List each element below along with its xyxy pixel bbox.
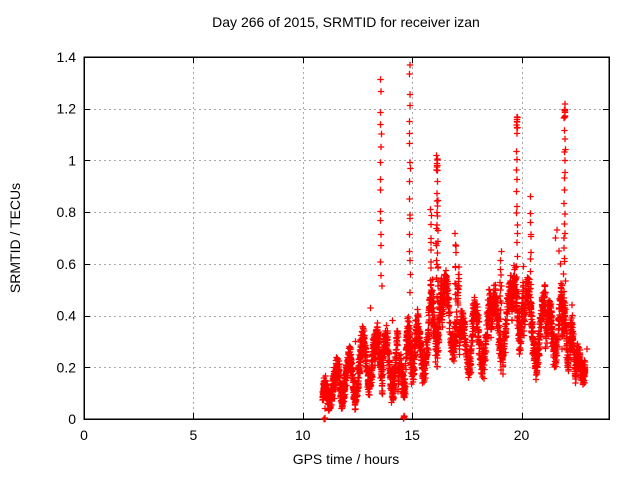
y-tick-label: 0.2 bbox=[57, 359, 77, 375]
x-tick-label: 15 bbox=[404, 427, 420, 443]
x-axis-label: GPS time / hours bbox=[293, 451, 400, 467]
x-tick-label: 20 bbox=[514, 427, 530, 443]
y-tick-label: 0.4 bbox=[57, 308, 77, 324]
y-tick-labels: 0 0.2 0.4 0.6 0.8 1 1.2 1.4 bbox=[57, 49, 77, 427]
plot-border bbox=[83, 56, 610, 420]
x-tick-label: 0 bbox=[80, 427, 88, 443]
y-tick-label: 1 bbox=[68, 152, 76, 168]
x-tick-label: 5 bbox=[189, 427, 197, 443]
y-axis-label: SRMTID / TECUs bbox=[7, 183, 23, 293]
chart-title: Day 266 of 2015, SRMTID for receiver iza… bbox=[212, 14, 480, 30]
gridlines bbox=[84, 57, 609, 419]
y-tick-label: 0 bbox=[68, 411, 76, 427]
y-tick-label: 1.4 bbox=[57, 49, 77, 65]
y-tick-label: 1.2 bbox=[57, 101, 77, 117]
x-tick-label: 10 bbox=[295, 427, 311, 443]
y-tick-label: 0.6 bbox=[57, 256, 77, 272]
data-points bbox=[319, 61, 591, 423]
y-tick-label: 0.8 bbox=[57, 204, 77, 220]
x-tick-labels: 0 5 10 15 20 bbox=[80, 427, 529, 443]
